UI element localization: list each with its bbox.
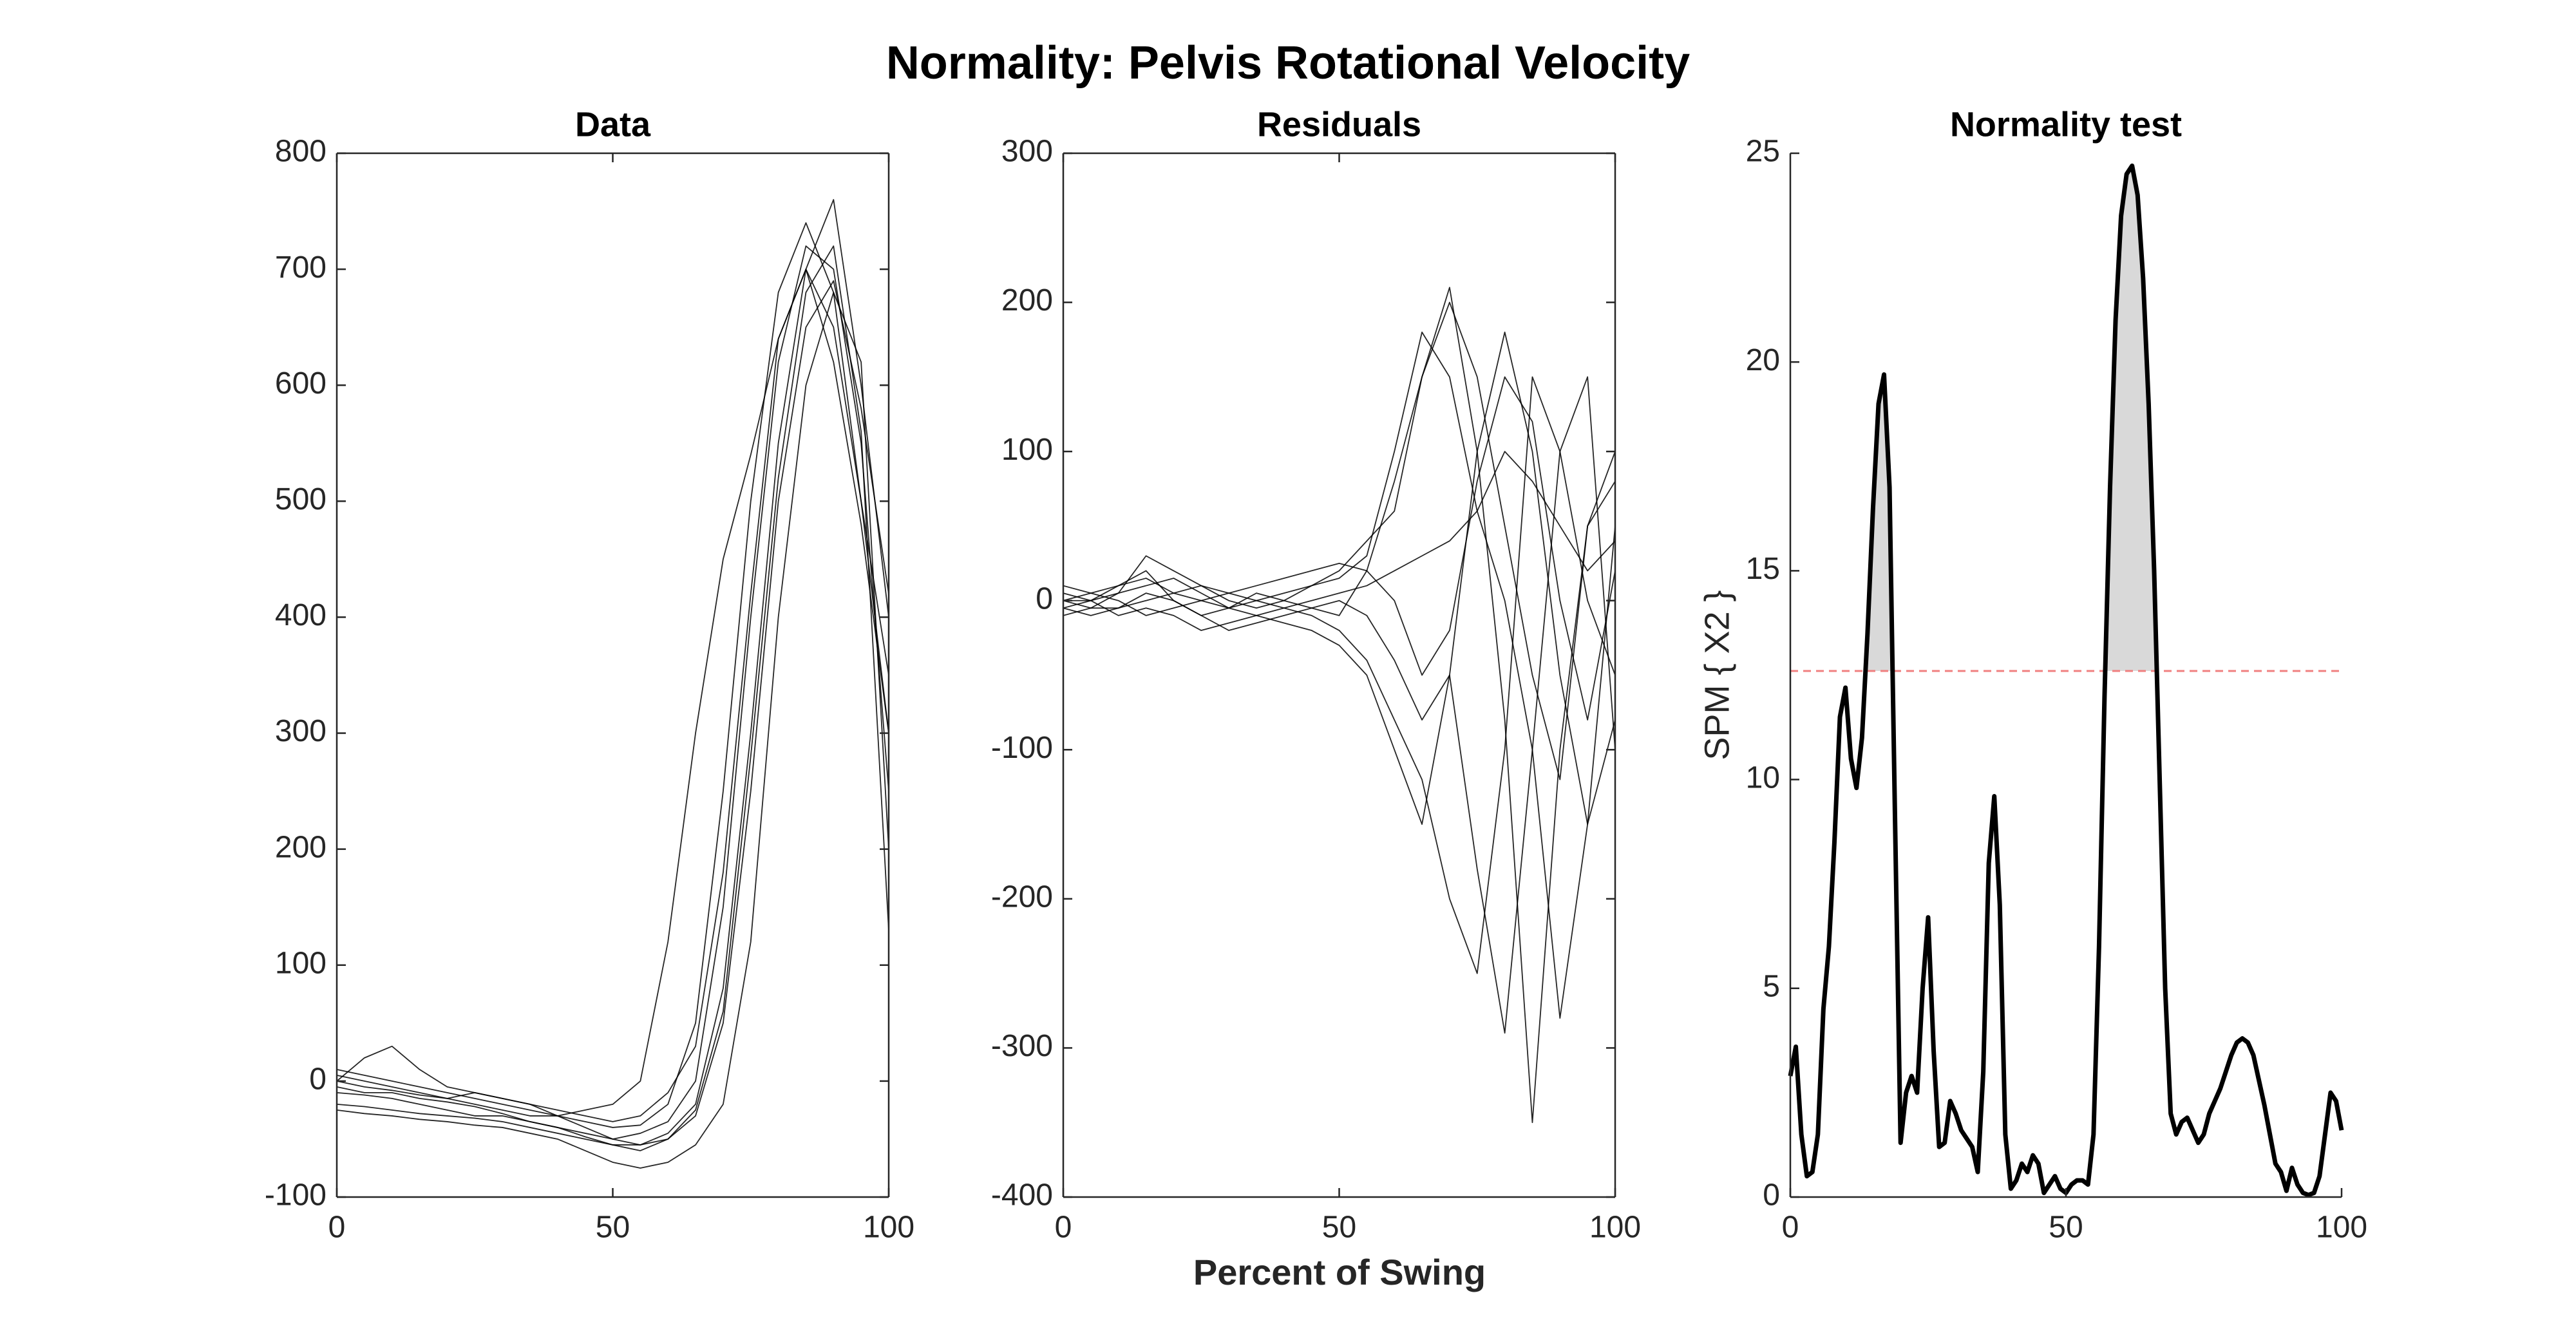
y-tick-label: 200 (1001, 283, 1053, 317)
y-tick-label: 25 (1746, 135, 1780, 169)
y-tick-label: 400 (275, 598, 327, 632)
y-tick-label: 15 (1746, 552, 1780, 586)
trial-curve (336, 245, 889, 1151)
y-tick-label: 0 (1036, 581, 1053, 616)
trial-curve (1063, 287, 1616, 1124)
trial-curve (1063, 331, 1616, 825)
trial-curve (336, 269, 889, 1117)
y-tick-label: 5 (1763, 969, 1780, 1003)
y-tick-label: 0 (309, 1062, 327, 1097)
x-tick-label: 50 (1322, 1211, 1356, 1245)
trial-curve (1063, 376, 1616, 721)
x-tick-label: 0 (328, 1211, 346, 1245)
subplot-title: Residuals (1257, 105, 1421, 144)
y-tick-label: -400 (991, 1178, 1053, 1213)
x-tick-label: 0 (1055, 1211, 1072, 1245)
x-tick-label: 50 (2049, 1211, 2083, 1245)
y-tick-label: -300 (991, 1029, 1053, 1063)
y-tick-label: 600 (275, 366, 327, 401)
trial-curve (336, 292, 889, 1169)
y-tick-label: 500 (275, 482, 327, 516)
trial-curve (336, 269, 889, 1122)
x-axis-label: Percent of Swing (1193, 1252, 1486, 1292)
y-tick-label: 10 (1746, 760, 1780, 795)
trial-curve (336, 280, 889, 1146)
subplot-title: Normality test (1950, 105, 2182, 144)
x-tick-label: 0 (1782, 1211, 1799, 1245)
y-tick-label: 100 (1001, 433, 1053, 467)
y-tick-label: 100 (275, 946, 327, 980)
trial-curve (1063, 451, 1616, 616)
trial-curve (336, 199, 889, 1146)
y-tick-label: 0 (1763, 1178, 1780, 1213)
x-tick-label: 100 (863, 1211, 914, 1245)
subplot: Residuals -400 -300 -200 -100 0 100 200 300 0 50 10… (991, 105, 1641, 1244)
x-tick-label: 100 (2316, 1211, 2367, 1245)
trial-curve (336, 245, 889, 1140)
y-tick-label: 200 (275, 830, 327, 864)
subplot-title: Data (575, 105, 651, 144)
subplot: Normality test SPM { X2 } 0 5 10 15 20 25 0 50 100 (1698, 105, 2367, 1244)
x-tick-label: 50 (596, 1211, 630, 1245)
y-tick-label: -100 (265, 1178, 327, 1213)
y-tick-label: 20 (1746, 343, 1780, 377)
trial-curve (1063, 376, 1616, 1034)
y-tick-label: 800 (275, 135, 327, 169)
spm-curve (1788, 163, 2344, 1198)
y-axis-label: SPM { X2 } (1698, 590, 1736, 760)
y-tick-label: -200 (991, 880, 1053, 914)
y-tick-label: 300 (275, 714, 327, 748)
y-tick-label: 300 (1001, 135, 1053, 169)
trial-curve (1063, 301, 1616, 780)
figure-title: Normality: Pelvis Rotational Velocity (886, 37, 1690, 89)
trial-curve (336, 222, 889, 1128)
y-tick-label: -100 (991, 731, 1053, 765)
x-tick-label: 100 (1589, 1211, 1641, 1245)
y-tick-label: 700 (275, 250, 327, 285)
trial-curve (1063, 376, 1616, 974)
